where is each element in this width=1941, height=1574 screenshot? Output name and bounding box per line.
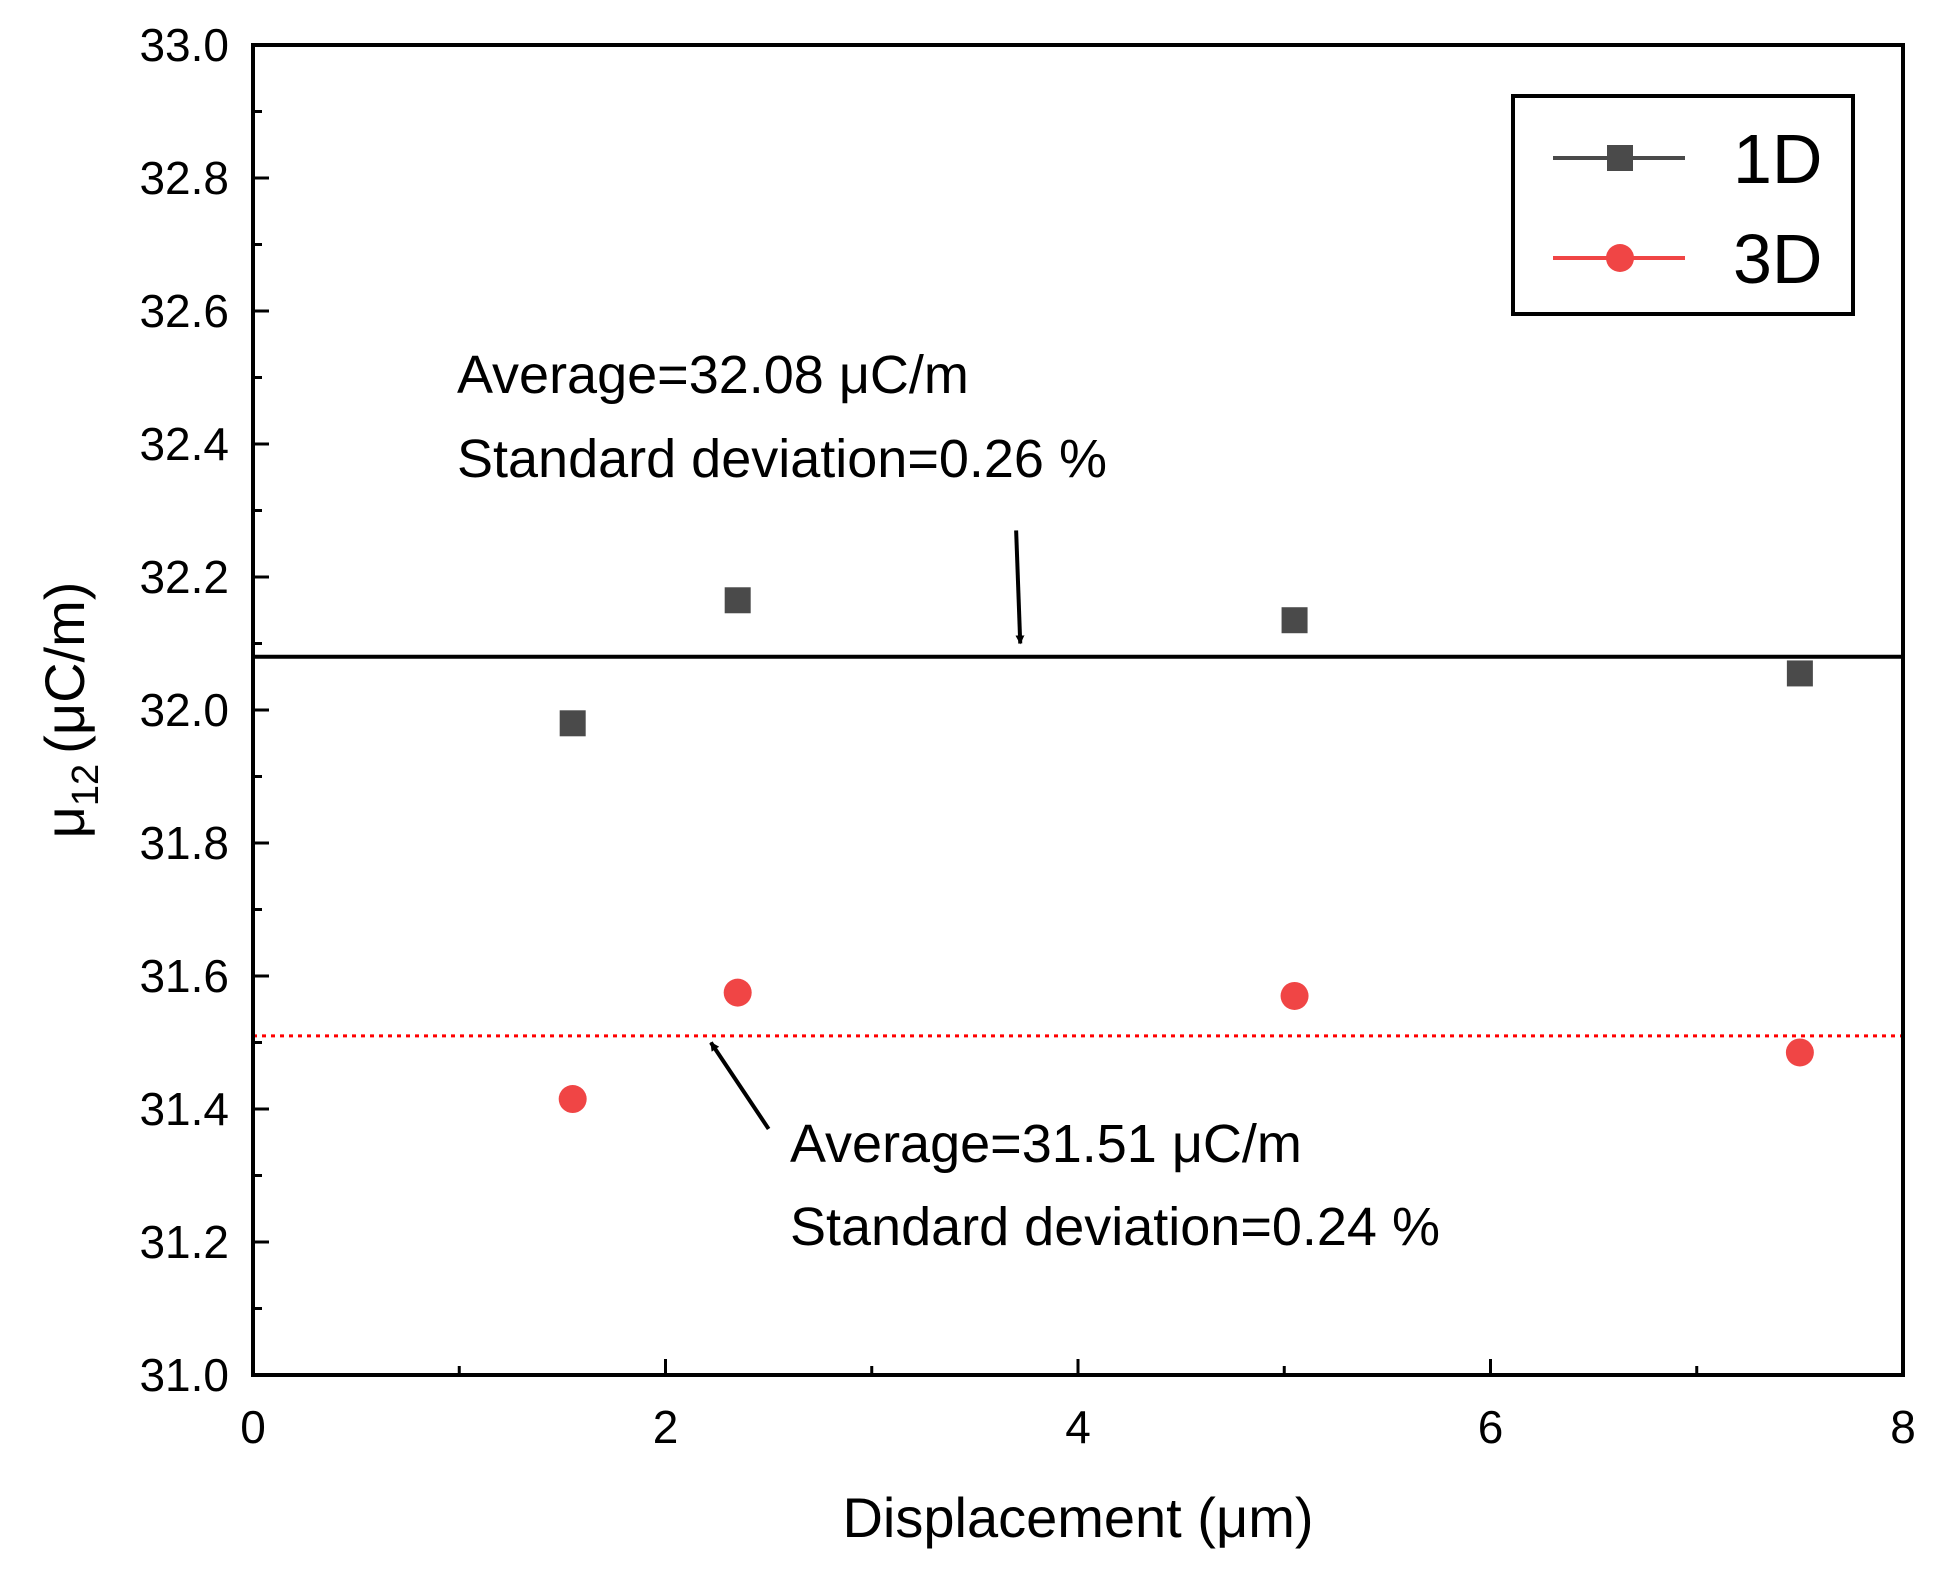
annotation-1d-average: Average=32.08 μC/m <box>457 345 969 405</box>
x-tick-label-0: 0 <box>240 1401 266 1453</box>
y-tick-label-32-2: 32.2 <box>139 551 229 603</box>
point-3d-1 <box>558 1085 587 1114</box>
y-tick-label-32-8: 32.8 <box>139 152 229 204</box>
y-axis-title: μ12 (μC/m) <box>33 582 107 839</box>
y-tick-label-33-0: 33.0 <box>139 19 229 71</box>
legend-marker-1d <box>1607 145 1633 171</box>
point-1d-3 <box>1281 607 1308 634</box>
annotation-3d-average: Average=31.51 μC/m <box>790 1114 1302 1174</box>
annotation-arrow-1d <box>1014 530 1025 645</box>
y-axis-title-base: μ <box>33 806 96 838</box>
y-tick-label-32-4: 32.4 <box>139 418 229 470</box>
x-tick-label-4: 4 <box>1065 1401 1091 1453</box>
point-3d-3 <box>1280 981 1309 1010</box>
axis-ticks <box>251 43 1905 1377</box>
y-axis-title-subscript: 12 <box>65 764 107 806</box>
point-3d-2 <box>723 978 752 1007</box>
data-points <box>558 587 1814 1114</box>
legend-label-3d: 3D <box>1733 220 1822 298</box>
legend-label-1d: 1D <box>1733 120 1822 198</box>
legend-box <box>1511 94 1855 316</box>
y-tick-label-31-4: 31.4 <box>139 1083 229 1135</box>
y-tick-label-31-0: 31.0 <box>139 1349 229 1401</box>
y-tick-label-31-8: 31.8 <box>139 817 229 869</box>
annotations: Average=32.08 μC/m Standard deviation=0.… <box>457 345 1440 1257</box>
annotation-1d-std: Standard deviation=0.26 % <box>457 429 1107 489</box>
point-3d-4 <box>1785 1038 1814 1067</box>
y-tick-label-32-0: 32.0 <box>139 684 229 736</box>
x-tick-label-2: 2 <box>653 1401 679 1453</box>
y-tick-label-31-2: 31.2 <box>139 1216 229 1268</box>
reference-lines <box>253 654 1903 1038</box>
x-tick-label-6: 6 <box>1478 1401 1504 1453</box>
legend-marker-3d <box>1606 244 1634 272</box>
y-tick-label-31-6: 31.6 <box>139 950 229 1002</box>
annotation-arrows <box>709 530 1025 1131</box>
tick-labels: 0 2 4 6 8 31.0 31.2 31.4 31.6 31.8 32.0 32.2 32.4 32.… <box>139 19 1915 1453</box>
point-1d-4 <box>1786 660 1813 687</box>
legend: 1D 3D <box>1511 94 1855 316</box>
y-tick-label-32-6: 32.6 <box>139 285 229 337</box>
point-1d-1 <box>559 710 586 737</box>
y-axis-title-unit: (μC/m) <box>33 582 96 754</box>
x-tick-label-8: 8 <box>1890 1401 1916 1453</box>
annotation-arrow-3d <box>709 1041 771 1131</box>
x-axis-title: Displacement (μm) <box>842 1486 1313 1549</box>
point-1d-2 <box>724 587 751 614</box>
annotation-3d-std: Standard deviation=0.24 % <box>790 1197 1440 1257</box>
